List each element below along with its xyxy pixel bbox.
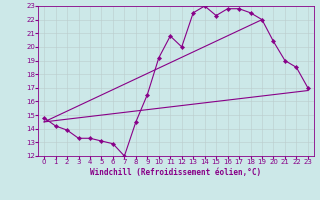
X-axis label: Windchill (Refroidissement éolien,°C): Windchill (Refroidissement éolien,°C) [91,168,261,177]
